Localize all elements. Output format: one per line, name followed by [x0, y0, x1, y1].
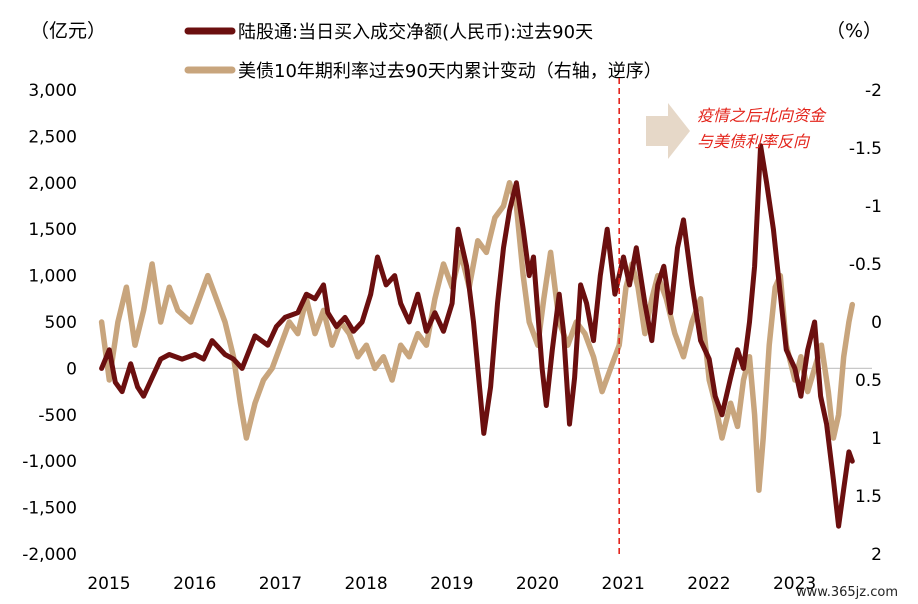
right-tick-label: -2: [865, 81, 882, 101]
left-tick-label: 3,000: [28, 81, 77, 101]
x-tick-label: 2023: [773, 574, 816, 594]
annotation-line-1: 疫情之后北向资金: [697, 106, 827, 125]
legend-label-ust10y: 美债10年期利率过去90天内累计变动（右轴，逆序）: [238, 61, 662, 82]
left-axis-unit: （亿元）: [30, 20, 106, 42]
right-tick-label: -1: [865, 197, 882, 217]
left-tick-label: 2,000: [28, 174, 77, 194]
series-line-ust10y: [98, 180, 856, 493]
right-axis-ticks: -2 -1.5 -1 -0.5 0 0.5 1 1.5 2: [849, 81, 882, 565]
right-tick-label: 0: [871, 313, 882, 333]
left-axis-ticks: -2,000 -1,500 -1,000 -500 0 500 1,000 1,500 2,00…: [22, 81, 77, 565]
right-tick-label: 0.5: [855, 371, 882, 391]
legend: 陆股通:当日买入成交净额(人民币):过去90天 美债10年期利率过去90天内累计…: [184, 22, 662, 82]
x-tick-label: 2018: [344, 574, 387, 594]
left-tick-label: -1,000: [22, 452, 77, 472]
series-line-northbound: [99, 143, 855, 529]
x-tick-label: 2019: [430, 574, 473, 594]
x-tick-label: 2021: [602, 574, 645, 594]
left-tick-label: 0: [66, 359, 77, 379]
legend-label-northbound: 陆股通:当日买入成交净额(人民币):过去90天: [238, 22, 593, 43]
left-tick-label: -1,500: [22, 499, 77, 519]
left-tick-label: 1,500: [28, 220, 77, 240]
x-tick-label: 2016: [173, 574, 216, 594]
x-tick-label: 2022: [687, 574, 730, 594]
right-tick-label: -1.5: [849, 139, 882, 159]
left-tick-label: 1,000: [28, 267, 77, 287]
right-tick-label: 1.5: [855, 487, 882, 507]
annotation-line-2: 与美债利率反向: [697, 132, 811, 151]
x-axis-ticks: 2015 2016 2017 2018 2019 2020 2021 2022 2023: [87, 574, 816, 594]
x-tick-label: 2017: [259, 574, 302, 594]
left-tick-label: -2,000: [22, 545, 77, 565]
left-tick-label: 500: [45, 313, 77, 333]
x-tick-label: 2015: [87, 574, 130, 594]
x-tick-label: 2020: [516, 574, 559, 594]
right-axis-unit: （%）: [826, 20, 882, 42]
right-tick-label: -0.5: [849, 255, 882, 275]
annotation-arrow-icon: [646, 103, 690, 159]
right-tick-label: 1: [871, 429, 882, 449]
left-tick-label: 2,500: [28, 127, 77, 147]
watermark: www.365jz.com: [796, 585, 898, 600]
right-tick-label: 2: [871, 545, 882, 565]
left-tick-label: -500: [38, 406, 77, 426]
annotation: 疫情之后北向资金 与美债利率反向: [646, 103, 827, 159]
